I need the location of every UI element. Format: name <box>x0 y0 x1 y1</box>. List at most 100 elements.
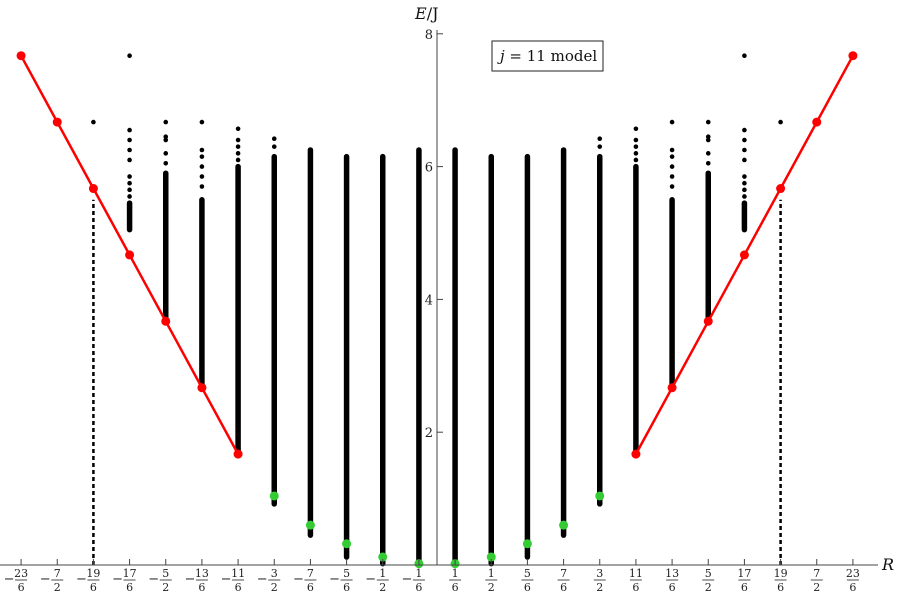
series-1-point-5 <box>812 117 822 127</box>
spectrum-level-3-0 <box>163 160 169 166</box>
x-tick-numerator-10: 1 <box>379 567 386 580</box>
x-tick-label-3: −176 <box>112 567 136 593</box>
series-2-point-3 <box>378 552 388 562</box>
x-tick-denominator-6: 6 <box>235 581 242 593</box>
spectrum-level-19-2 <box>742 180 747 186</box>
x-tick-denominator-17: 6 <box>632 581 639 593</box>
energy-spectrum <box>54 53 783 568</box>
series-0-point-4 <box>161 316 171 326</box>
spectrum-level-18-0 <box>705 160 711 166</box>
spectrum-level-19-6 <box>742 137 747 143</box>
x-tick-label-13: 12 <box>485 567 498 593</box>
spectrum-level-15-0 <box>597 144 603 149</box>
x-tick-minus-9: − <box>329 572 340 587</box>
x-tick-denominator-8: 6 <box>307 581 314 593</box>
x-tick-numerator-16: 3 <box>596 567 603 580</box>
series-0-point-5 <box>197 383 207 393</box>
x-tick-denominator-15: 6 <box>560 581 567 593</box>
x-tick-minus-2: − <box>76 572 87 587</box>
spectrum-level-2-6 <box>127 137 132 143</box>
axes <box>0 30 878 566</box>
series-1-point-4 <box>776 184 786 194</box>
x-tick-numerator-15: 7 <box>560 567 567 580</box>
x-tick-denominator-7: 2 <box>271 581 278 593</box>
x-tick-label-15: 76 <box>557 567 570 593</box>
spectrum-level-2-1 <box>127 187 132 193</box>
x-tick-denominator-11: 6 <box>415 581 422 593</box>
spectrum-level-2-0 <box>127 194 132 199</box>
spectrum-level-18-1 <box>705 151 711 156</box>
series-0-point-3 <box>125 250 135 260</box>
x-tick-minus-5: − <box>184 572 195 587</box>
x-tick-label-1: −72 <box>40 567 64 593</box>
spectrum-level-5-3 <box>235 137 241 143</box>
x-tick-denominator-16: 2 <box>596 581 603 593</box>
series-2-point-6 <box>486 552 496 562</box>
y-tick-label-8: 8 <box>425 28 433 43</box>
spectrum-level-4-3 <box>199 154 205 159</box>
x-tick-denominator-20: 6 <box>741 581 748 593</box>
spectrum-level-17-2 <box>669 164 675 169</box>
spectrum-level-15-1 <box>597 136 603 142</box>
spectrum-level-19-4 <box>742 157 747 163</box>
x-tick-numerator-13: 1 <box>488 567 495 580</box>
spectrum-level-2-5 <box>127 147 132 153</box>
series-0-point-0 <box>16 51 26 61</box>
x-tick-denominator-18: 6 <box>669 581 676 593</box>
x-tick-label-7: −32 <box>257 567 281 593</box>
x-tick-label-4: −52 <box>148 567 172 593</box>
series-1-point-2 <box>703 316 713 326</box>
x-tick-denominator-13: 2 <box>488 581 495 593</box>
spectrum-level-17-5 <box>669 119 675 125</box>
x-tick-numerator-4: 5 <box>162 567 169 580</box>
y-tick-label-2: 2 <box>425 426 433 441</box>
spectrum-level-18-2 <box>705 137 711 143</box>
series-2-point-8 <box>559 520 569 530</box>
x-tick-label-6: −116 <box>221 567 245 593</box>
x-tick-minus-10: − <box>365 572 376 587</box>
x-tick-label-9: −56 <box>329 567 353 593</box>
spectrum-level-4-5 <box>199 119 205 125</box>
x-tick-denominator-14: 6 <box>524 581 531 593</box>
x-tick-denominator-23: 6 <box>849 581 856 593</box>
x-tick-numerator-8: 7 <box>307 567 314 580</box>
x-tick-minus-1: − <box>40 572 51 587</box>
dashed-lines <box>92 199 782 565</box>
x-tick-numerator-1: 7 <box>54 567 61 580</box>
spectrum-level-4-1 <box>199 174 205 179</box>
x-tick-minus-3: − <box>112 572 123 587</box>
x-tick-label-20: 176 <box>737 567 751 593</box>
x-tick-label-5: −136 <box>184 567 208 593</box>
spectrum-level-2-3 <box>127 174 132 179</box>
x-tick-numerator-11: 1 <box>415 567 422 580</box>
spectrum-level-5-0 <box>235 157 241 163</box>
series-1-point-6 <box>848 51 858 61</box>
spectrum-level-5-1 <box>235 151 241 156</box>
spectrum-level-19-0 <box>742 194 747 199</box>
x-tick-label-10: −12 <box>365 567 389 593</box>
spectrum-level-3-1 <box>163 151 169 156</box>
series-1-point-0 <box>631 449 641 459</box>
spectrum-level-16-0 <box>633 157 639 163</box>
spectrum-level-17-3 <box>669 154 675 159</box>
x-tick-numerator-20: 17 <box>737 567 751 580</box>
x-tick-label-22: 72 <box>810 567 823 593</box>
spectrum-level-18-4 <box>705 119 711 125</box>
x-tick-numerator-17: 11 <box>629 567 643 580</box>
x-tick-minus-7: − <box>257 572 268 587</box>
x-tick-numerator-14: 5 <box>524 567 531 580</box>
x-tick-minus-8: − <box>293 572 304 587</box>
spectrum-level-19-5 <box>742 147 747 153</box>
spectrum-level-18-3 <box>705 134 711 140</box>
spectrum-level-19-1 <box>742 187 747 193</box>
series-1-point-3 <box>739 250 749 260</box>
x-tick-label-2: −196 <box>76 567 100 593</box>
x-tick-label-23: 236 <box>846 567 860 593</box>
x-tick-denominator-21: 6 <box>777 581 784 593</box>
x-tick-numerator-0: 23 <box>14 567 28 580</box>
series-2-point-2 <box>342 539 352 549</box>
spectrum-level-6-0 <box>271 144 277 149</box>
series-2-point-0 <box>269 491 279 501</box>
y-tick-label-6: 6 <box>425 161 433 176</box>
